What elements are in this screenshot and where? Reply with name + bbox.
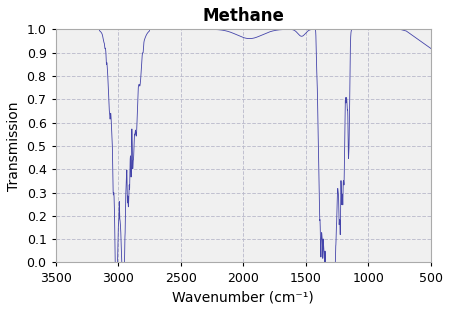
Y-axis label: Transmission: Transmission — [7, 101, 21, 191]
Title: Methane: Methane — [202, 7, 284, 25]
X-axis label: Wavenumber (cm⁻¹): Wavenumber (cm⁻¹) — [172, 290, 314, 304]
